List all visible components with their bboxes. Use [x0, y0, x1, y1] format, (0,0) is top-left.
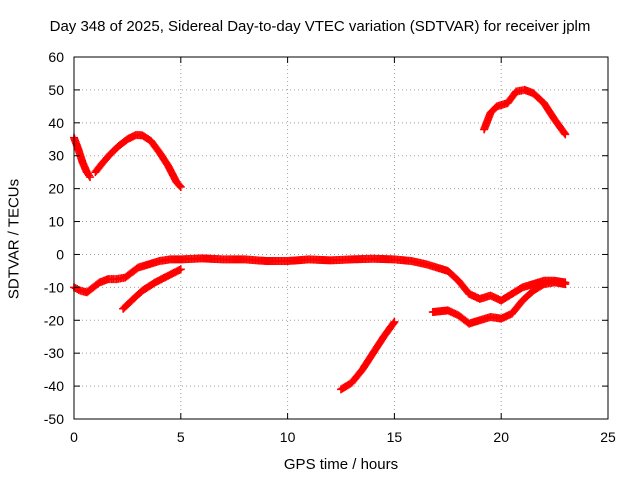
- data-point: [560, 129, 569, 138]
- y-tick-label: -10: [44, 279, 64, 295]
- y-tick-label: 50: [48, 82, 64, 98]
- chart-title: Day 348 of 2025, Sidereal Day-to-day VTE…: [49, 18, 591, 35]
- x-tick-label: 25: [600, 429, 616, 445]
- data-point: [175, 181, 184, 190]
- x-tick-label: 15: [387, 429, 403, 445]
- series-arc-f: [428, 278, 570, 328]
- data-point: [561, 280, 570, 289]
- series-arc-d: [119, 265, 185, 313]
- data-series: [70, 85, 570, 394]
- series-arc-b: [91, 130, 185, 191]
- y-tick-label: -40: [44, 378, 64, 394]
- series-arc-e: [337, 317, 399, 394]
- x-tick-label: 20: [493, 429, 509, 445]
- series-arc-c: [70, 254, 570, 305]
- y-axis-label: SDTVAR / TECUs: [5, 178, 23, 300]
- y-tick-label: 0: [56, 246, 64, 262]
- plot-frame: [73, 56, 609, 420]
- y-tick-label: 60: [48, 49, 64, 65]
- data-point: [389, 319, 398, 328]
- x-axis-label: GPS time / hours: [283, 456, 399, 473]
- data-point: [84, 171, 93, 180]
- y-tick-label: 30: [48, 148, 64, 164]
- y-tick-label: -20: [44, 312, 64, 328]
- y-tick-label: 10: [48, 214, 64, 230]
- x-tick-label: 10: [280, 429, 296, 445]
- data-point: [176, 265, 185, 274]
- data-point: [561, 130, 570, 139]
- y-tick-label: -50: [44, 411, 64, 427]
- data-point: [390, 317, 399, 326]
- x-tick-label: 0: [70, 429, 78, 445]
- axis-ticks: -50 -40 -30 -20 -10 0 10 20 30 40 50 60 0 5 10 15 20 25: [44, 49, 616, 445]
- data-point: [176, 182, 185, 191]
- x-tick-label: 5: [177, 429, 185, 445]
- series-arc-g: [480, 85, 570, 139]
- y-tick-label: 40: [48, 115, 64, 131]
- y-tick-label: -30: [44, 345, 64, 361]
- data-point: [86, 173, 95, 182]
- y-tick-label: 20: [48, 181, 64, 197]
- grid-lines: [74, 57, 608, 419]
